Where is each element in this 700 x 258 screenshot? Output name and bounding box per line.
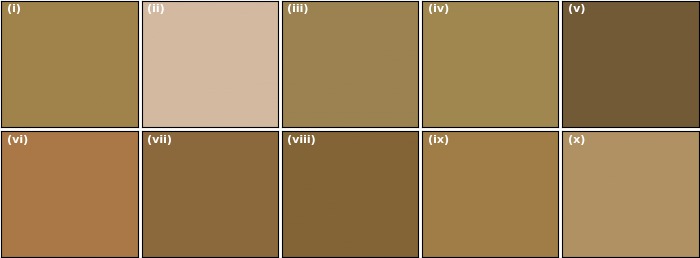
Text: (ii): (ii): [147, 4, 165, 14]
Text: (iv): (iv): [428, 4, 449, 14]
Text: (v): (v): [568, 4, 585, 14]
Text: (iii): (iii): [288, 4, 309, 14]
Text: (vi): (vi): [7, 135, 28, 145]
Text: (viii): (viii): [288, 135, 316, 145]
Text: (ix): (ix): [428, 135, 449, 145]
Text: (x): (x): [568, 135, 585, 145]
Text: (vii): (vii): [147, 135, 172, 145]
Text: (i): (i): [7, 4, 21, 14]
